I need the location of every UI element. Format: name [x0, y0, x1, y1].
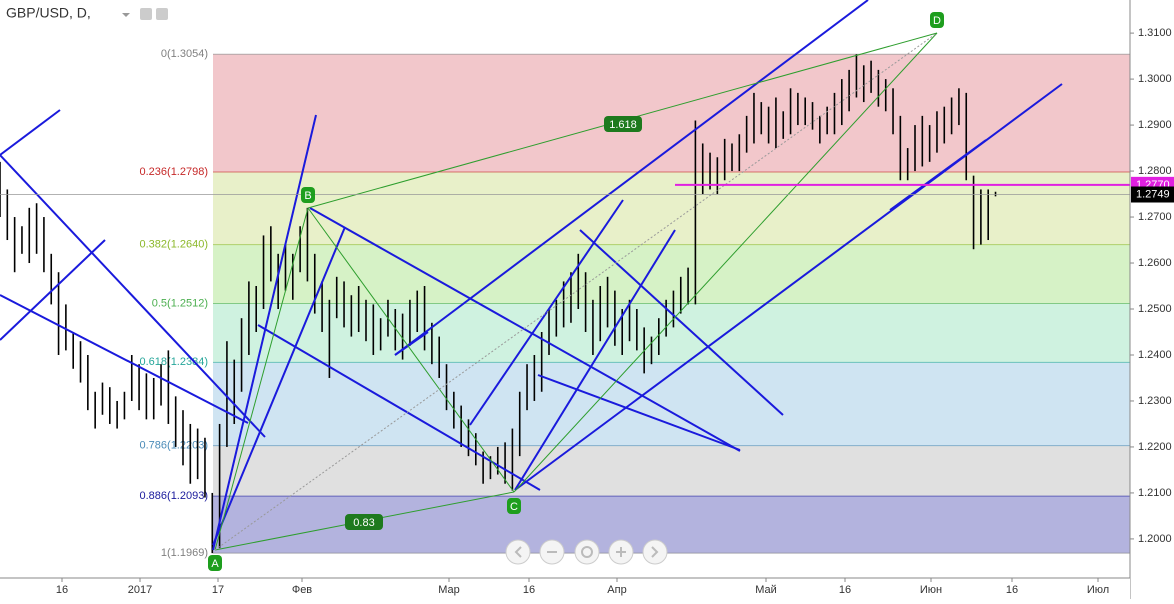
eye-icon[interactable] [140, 8, 152, 20]
price-tick-label: 1.2900 [1138, 119, 1172, 131]
fib-level-label: 0.236(1.2798) [140, 166, 209, 178]
zoom-controls [505, 539, 668, 565]
price-tag-label: 1.2749 [1136, 188, 1170, 200]
fib-level-label: 1(1.1969) [161, 547, 208, 559]
ratio-label: 0.83 [353, 517, 374, 529]
settings-icon[interactable] [156, 8, 168, 20]
time-tick-label: Апр [607, 584, 626, 596]
price-tick-label: 1.2100 [1138, 487, 1172, 499]
reset-button[interactable] [574, 539, 600, 565]
time-tick-label: Июн [920, 584, 942, 596]
fib-zone [213, 244, 1130, 304]
price-tick-label: 1.2300 [1138, 395, 1172, 407]
price-tick-label: 1.2200 [1138, 441, 1172, 453]
price-tick-label: 1.2500 [1138, 303, 1172, 315]
time-tick-label: 16 [839, 584, 851, 596]
price-tick-label: 1.3100 [1138, 27, 1172, 39]
axis-labels: 1.2000 1.2100 1.2200 1.2300 1.2400 1.2500 1.26… [56, 27, 1174, 596]
price-tick-label: 1.2000 [1138, 533, 1172, 545]
time-tick-label: Фев [292, 584, 312, 596]
time-tick-label: 2017 [128, 584, 152, 596]
overlay: A B C D 1.618 0.83 [0, 12, 1130, 571]
fib-level-label: 0.886(1.2093) [140, 490, 209, 502]
pattern-point-box [301, 187, 315, 203]
fib-zone [213, 171, 1130, 245]
pattern-point-box [930, 12, 944, 28]
time-axis [0, 578, 1130, 599]
time-tick-label: Май [755, 584, 777, 596]
time-tick-label: 16 [56, 584, 68, 596]
time-tick-label: 17 [212, 584, 224, 596]
ratio-box [604, 116, 642, 132]
header-bg [0, 2, 135, 26]
pattern-point-box [208, 555, 222, 571]
price-tick-label: 1.2800 [1138, 165, 1172, 177]
fib-zones: 0(1.3054) 0.236(1.2798) 0.382(1.2640) 0.5(1… [140, 48, 1130, 559]
symbol-title[interactable]: GBP/USD, D, [6, 5, 91, 21]
pattern-point-box [507, 498, 521, 514]
pattern-point-label: D [933, 15, 941, 27]
drawings [0, 0, 1063, 551]
trend-lines [0, 0, 1063, 551]
pattern-point-label: B [304, 190, 311, 202]
fib-level-label: 0.5(1.2512) [152, 297, 208, 309]
price-axis [1130, 0, 1174, 599]
fib-zone [213, 445, 1130, 497]
price-tick-label: 1.2400 [1138, 349, 1172, 361]
price-tag [1131, 186, 1174, 203]
price-tick-label: 1.3000 [1138, 73, 1172, 85]
fib-zone [213, 362, 1130, 446]
price-tick-label: 1.2600 [1138, 257, 1172, 269]
fib-level-label: 0.382(1.2640) [140, 239, 209, 251]
fib-zone [213, 54, 1130, 172]
pattern-point-label: A [211, 558, 219, 570]
price-tick-label: 1.2700 [1138, 211, 1172, 223]
time-tick-label: Мар [438, 584, 460, 596]
time-tick-label: Июл [1087, 584, 1109, 596]
time-tick-label: 16 [523, 584, 535, 596]
fib-level-label: 0(1.3054) [161, 48, 208, 60]
price-bars [0, 54, 997, 554]
scroll-left-button[interactable] [505, 539, 531, 565]
time-tick-label: 16 [1006, 584, 1018, 596]
dropdown-icon[interactable] [122, 13, 130, 17]
ratio-label: 1.618 [609, 119, 637, 131]
scroll-right-button[interactable] [642, 539, 668, 565]
pattern-point-label: C [510, 501, 518, 513]
ratio-box [345, 514, 383, 530]
